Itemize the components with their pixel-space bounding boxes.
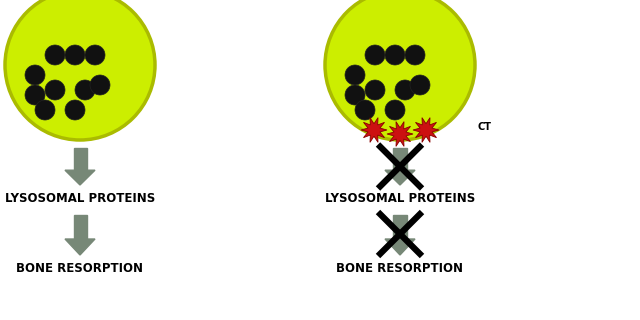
Circle shape: [65, 100, 85, 120]
Circle shape: [75, 80, 95, 100]
Circle shape: [45, 80, 65, 100]
Circle shape: [385, 100, 405, 120]
Polygon shape: [74, 148, 86, 170]
Circle shape: [365, 45, 385, 65]
Circle shape: [410, 75, 430, 95]
Circle shape: [25, 85, 45, 105]
Circle shape: [325, 0, 475, 140]
Circle shape: [90, 75, 110, 95]
Circle shape: [395, 80, 415, 100]
Text: LYSOSOMAL PROTEINS: LYSOSOMAL PROTEINS: [5, 192, 155, 205]
Polygon shape: [361, 118, 387, 142]
Polygon shape: [74, 215, 86, 239]
Text: LYSOSOMAL PROTEINS: LYSOSOMAL PROTEINS: [325, 192, 475, 205]
Circle shape: [65, 45, 85, 65]
Polygon shape: [65, 170, 95, 185]
Circle shape: [345, 85, 365, 105]
Circle shape: [405, 45, 425, 65]
Circle shape: [345, 65, 365, 85]
Polygon shape: [387, 122, 413, 146]
Circle shape: [25, 65, 45, 85]
Circle shape: [5, 0, 155, 140]
Polygon shape: [65, 239, 95, 255]
Polygon shape: [394, 148, 406, 170]
Text: BONE RESORPTION: BONE RESORPTION: [337, 262, 463, 275]
Polygon shape: [394, 215, 406, 239]
Circle shape: [85, 45, 105, 65]
Circle shape: [355, 100, 375, 120]
Polygon shape: [413, 118, 439, 142]
Text: CT: CT: [477, 122, 491, 132]
Text: BONE RESORPTION: BONE RESORPTION: [17, 262, 143, 275]
Circle shape: [45, 45, 65, 65]
Circle shape: [35, 100, 55, 120]
Polygon shape: [385, 239, 415, 255]
Polygon shape: [385, 170, 415, 185]
Circle shape: [385, 45, 405, 65]
Circle shape: [365, 80, 385, 100]
